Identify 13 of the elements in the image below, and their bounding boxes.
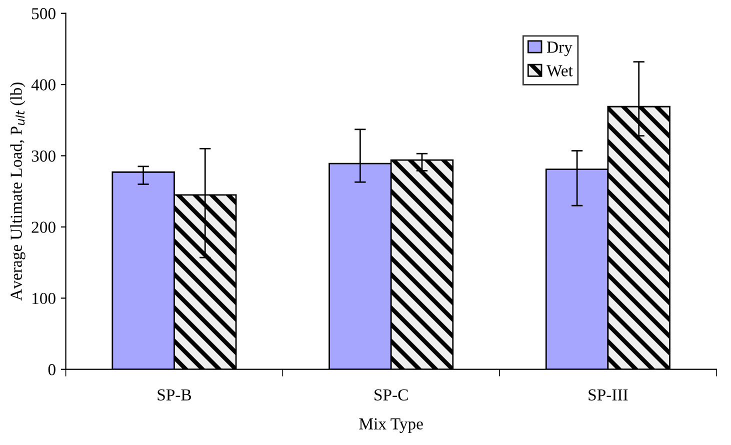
x-axis-title: Mix Type [359, 418, 423, 433]
y-tick-label: 100 [32, 292, 56, 304]
legend-label: Dry [546, 42, 572, 56]
y-tick-label: 0 [48, 364, 56, 376]
y-tick-label: 500 [32, 8, 56, 20]
x-tick-label: SP-III [588, 389, 628, 401]
x-tick-label: SP-C [374, 389, 408, 401]
legend-label: Wet [546, 65, 573, 76]
y-axis-title: Average Ultimate Load, P$_{ult}$ (lb) [10, 82, 26, 301]
y-tick-label: 300 [32, 150, 56, 162]
x-tick-label: SP-B [158, 389, 192, 401]
y-tick-label: 200 [32, 222, 56, 233]
y-tick-label: 400 [31, 79, 56, 90]
